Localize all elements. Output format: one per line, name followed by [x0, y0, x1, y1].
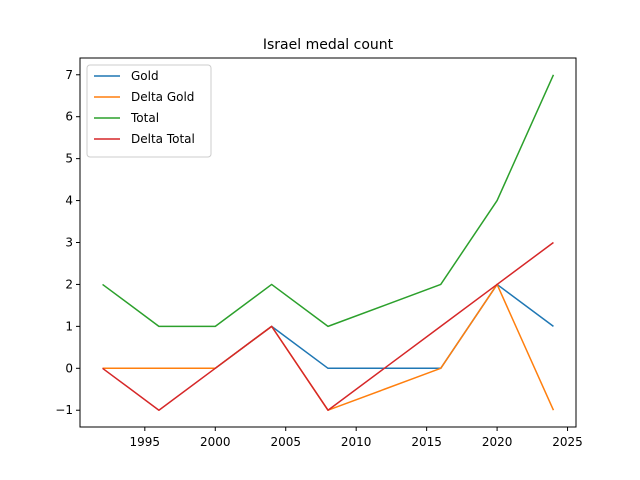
y-tick-label: 2 — [65, 277, 73, 291]
y-tick-label: 7 — [65, 68, 73, 82]
y-tick-label: 5 — [65, 152, 73, 166]
y-tick-label: 1 — [65, 319, 73, 333]
series-line-delta-total — [102, 241, 554, 411]
legend-box — [86, 64, 212, 158]
legend: Gold Delta Gold Total Delta Total — [86, 64, 212, 158]
x-tick-label: 2005 — [270, 435, 301, 449]
x-tick-label: 2025 — [552, 435, 583, 449]
series-layer — [102, 74, 555, 411]
series-line-delta-gold — [102, 283, 555, 411]
x-tick-label: 2020 — [482, 435, 513, 449]
legend-label: Total — [130, 111, 159, 125]
x-tick-label: 2015 — [411, 435, 442, 449]
y-tick-label: 4 — [65, 194, 73, 208]
x-tick-label: 1995 — [130, 435, 161, 449]
legend-label: Delta Total — [131, 132, 195, 146]
legend-label: Gold — [131, 69, 159, 83]
y-axis: −1 0 1 2 3 4 5 6 7 — [55, 68, 80, 417]
y-tick-label: 3 — [65, 236, 73, 250]
x-tick-label: 2000 — [200, 435, 231, 449]
series-line-total — [102, 74, 555, 328]
x-axis: 1995 2000 2005 2010 2015 2020 2025 — [130, 427, 583, 449]
y-tick-label: −1 — [55, 403, 73, 417]
y-tick-label: 6 — [65, 110, 73, 124]
x-tick-label: 2010 — [341, 435, 372, 449]
chart-title: Israel medal count — [263, 37, 394, 53]
y-tick-label: 0 — [65, 361, 73, 375]
legend-label: Delta Gold — [131, 90, 194, 104]
